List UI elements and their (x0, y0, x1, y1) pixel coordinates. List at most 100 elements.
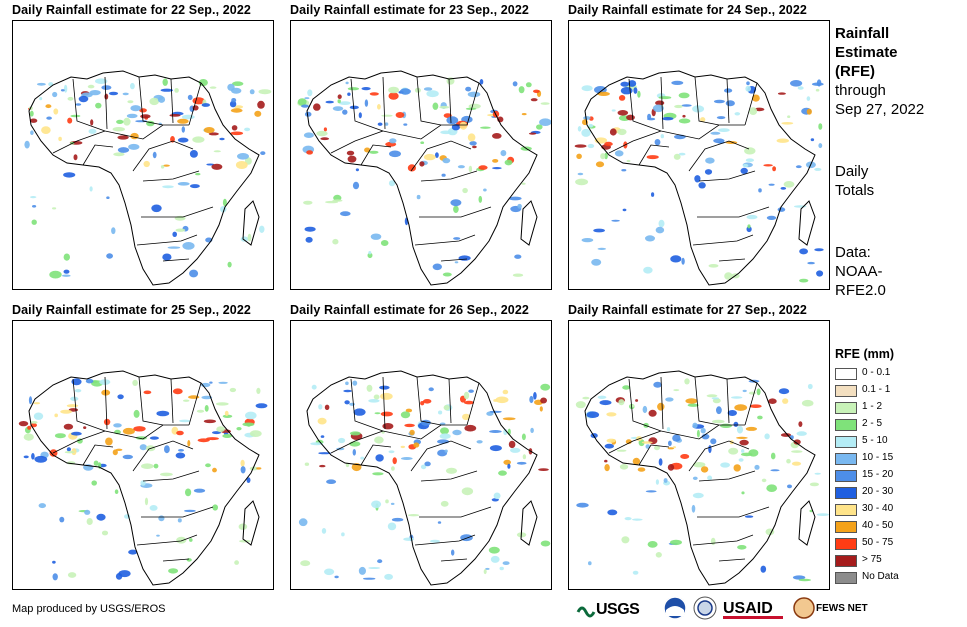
country-border (744, 82, 758, 126)
fews-net-logo-text: FEWS NET (816, 603, 868, 614)
country-border (697, 206, 770, 218)
africa-coastline (306, 370, 538, 586)
doi-logo (692, 594, 718, 622)
usgs-logo-text: USGS (596, 601, 640, 618)
panel-title: Daily Rainfall estimate for 23 Sep., 202… (290, 3, 529, 17)
legend-swatch (835, 521, 857, 533)
country-border (330, 430, 384, 454)
legend-swatch (835, 504, 857, 516)
country-border (744, 382, 758, 426)
country-border (162, 258, 190, 262)
legend-label: 40 - 50 (862, 520, 894, 531)
country-border (382, 76, 386, 130)
fews-net-logo: FEWS NET (792, 594, 872, 622)
africa-coastline (28, 70, 260, 286)
legend-label: > 75 (862, 554, 882, 565)
legend-label: 5 - 10 (862, 435, 888, 446)
africa-coastline (306, 70, 538, 286)
map-canvas (575, 370, 829, 586)
madagascar-outline (242, 500, 260, 546)
madagascar-outline (520, 500, 538, 546)
legend-swatch (835, 453, 857, 465)
country-border (170, 378, 174, 424)
usgs-logo: USGS (576, 594, 656, 622)
country-border (660, 76, 664, 130)
country-border (718, 558, 746, 562)
country-border (82, 444, 114, 466)
panel-title: Daily Rainfall estimate for 22 Sep., 202… (12, 3, 251, 17)
legend-label: 0 - 0.1 (862, 367, 891, 378)
usaid-logo-text: USAID (723, 600, 773, 617)
country-border (448, 78, 452, 124)
legend-swatch (835, 436, 857, 448)
country-border (52, 430, 106, 454)
country-border (628, 378, 662, 432)
data-line2: NOAA- (835, 263, 883, 280)
legend-swatch (835, 470, 857, 482)
map-canvas (297, 70, 551, 286)
data-line3: RFE2.0 (835, 282, 886, 299)
map-canvas (18, 370, 268, 586)
country-border (104, 424, 189, 440)
country-border (628, 78, 662, 132)
country-border (660, 424, 745, 440)
panel-title: Daily Rainfall estimate for 25 Sep., 202… (12, 303, 251, 317)
product-title-line3: (RFE) (835, 63, 875, 80)
country-border (698, 170, 756, 182)
country-border (142, 470, 200, 482)
rainfall-map (568, 20, 830, 290)
totals-line1: Daily (835, 163, 869, 180)
country-border (698, 470, 756, 482)
rainfall-map (568, 320, 830, 590)
legend-swatch (835, 555, 857, 567)
country-border (694, 376, 720, 426)
country-border (692, 234, 754, 246)
country-border (132, 140, 194, 172)
country-border (410, 440, 472, 472)
legend-swatch (835, 572, 857, 584)
country-border (82, 144, 114, 166)
legend-swatch (835, 538, 857, 550)
country-border (419, 506, 492, 518)
country-border (382, 124, 467, 140)
legend-label: 10 - 15 (862, 452, 894, 463)
legend-swatch (835, 487, 857, 499)
africa-coastline (584, 370, 816, 586)
country-border (410, 140, 472, 172)
legend-label: 15 - 20 (862, 469, 894, 480)
country-border (608, 130, 662, 154)
noaa-logo (662, 594, 688, 622)
country-border (188, 382, 202, 426)
country-border (416, 376, 442, 426)
country-border (382, 424, 467, 440)
side-info: Rainfall Estimate (RFE) through Sep 27, … (835, 24, 924, 119)
country-border (638, 444, 670, 466)
totals-line2: Totals (835, 182, 875, 199)
rainfall-map (12, 20, 274, 290)
country-border (136, 534, 198, 546)
madagascar-outline (520, 200, 538, 246)
legend-label: 30 - 40 (862, 503, 894, 514)
country-border (688, 140, 750, 172)
country-border (660, 124, 745, 140)
country-border (350, 78, 384, 132)
rainfall-map (290, 320, 552, 590)
country-border (141, 506, 214, 518)
country-border (448, 378, 452, 424)
country-border (360, 144, 392, 166)
country-border (416, 76, 442, 126)
country-border (142, 170, 200, 182)
country-border (141, 206, 214, 218)
product-title-line1: Rainfall (835, 25, 890, 42)
country-border (382, 376, 386, 430)
country-border (440, 558, 468, 562)
rainfall-map (12, 320, 274, 590)
legend-label: 50 - 75 (862, 537, 894, 548)
country-border (72, 378, 106, 432)
country-border (162, 558, 190, 562)
country-border (697, 506, 770, 518)
country-border (188, 82, 202, 126)
country-border (360, 444, 392, 466)
country-border (660, 376, 664, 430)
country-border (136, 234, 198, 246)
